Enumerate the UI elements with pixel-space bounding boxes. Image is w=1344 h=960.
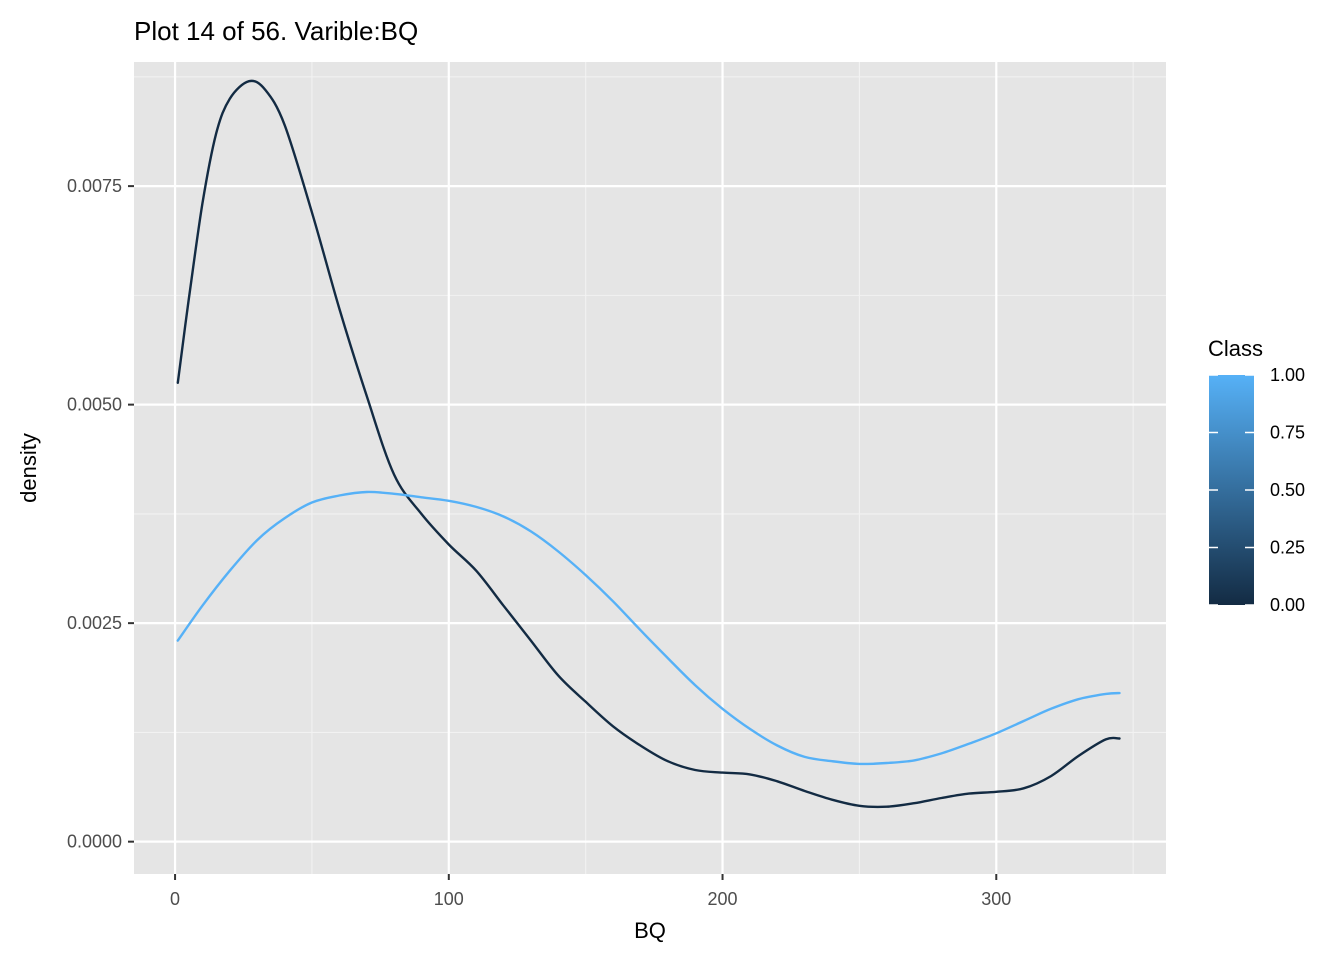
minor-gridlines [134, 62, 1166, 874]
y-axis: 0.0000 0.0025 0.0050 0.0075 [67, 176, 134, 852]
density-line-class-1 [176, 490, 1121, 766]
legend-tick-label: 0.25 [1270, 538, 1305, 558]
legend-tick-label: 0.75 [1270, 423, 1305, 443]
legend-tick-label: 1.00 [1270, 365, 1305, 385]
plot-panel [134, 62, 1166, 874]
chart-title: Plot 14 of 56. Varible:BQ [134, 16, 418, 46]
x-tick-label: 300 [981, 889, 1011, 909]
legend-colorbar-ticks: 0.00 0.25 0.50 0.75 1.00 [1209, 365, 1305, 615]
density-line-class-0 [176, 79, 1121, 809]
legend: Class 0.00 0.25 0.50 0.75 1.00 [1208, 336, 1305, 615]
legend-title: Class [1208, 336, 1263, 361]
x-axis-title: BQ [634, 918, 666, 943]
x-tick-label: 200 [708, 889, 738, 909]
y-tick-label: 0.0075 [67, 176, 122, 196]
y-tick-label: 0.0000 [67, 832, 122, 852]
y-tick-label: 0.0025 [67, 613, 122, 633]
legend-tick-label: 0.50 [1270, 480, 1305, 500]
x-tick-label: 100 [434, 889, 464, 909]
series-layer [176, 79, 1121, 809]
y-axis-title: density [16, 433, 41, 503]
legend-tick-label: 0.00 [1270, 595, 1305, 615]
x-tick-label: 0 [170, 889, 180, 909]
y-tick-label: 0.0050 [67, 395, 122, 415]
x-axis: 0 100 200 300 [170, 874, 1011, 909]
major-gridlines [134, 62, 1166, 874]
